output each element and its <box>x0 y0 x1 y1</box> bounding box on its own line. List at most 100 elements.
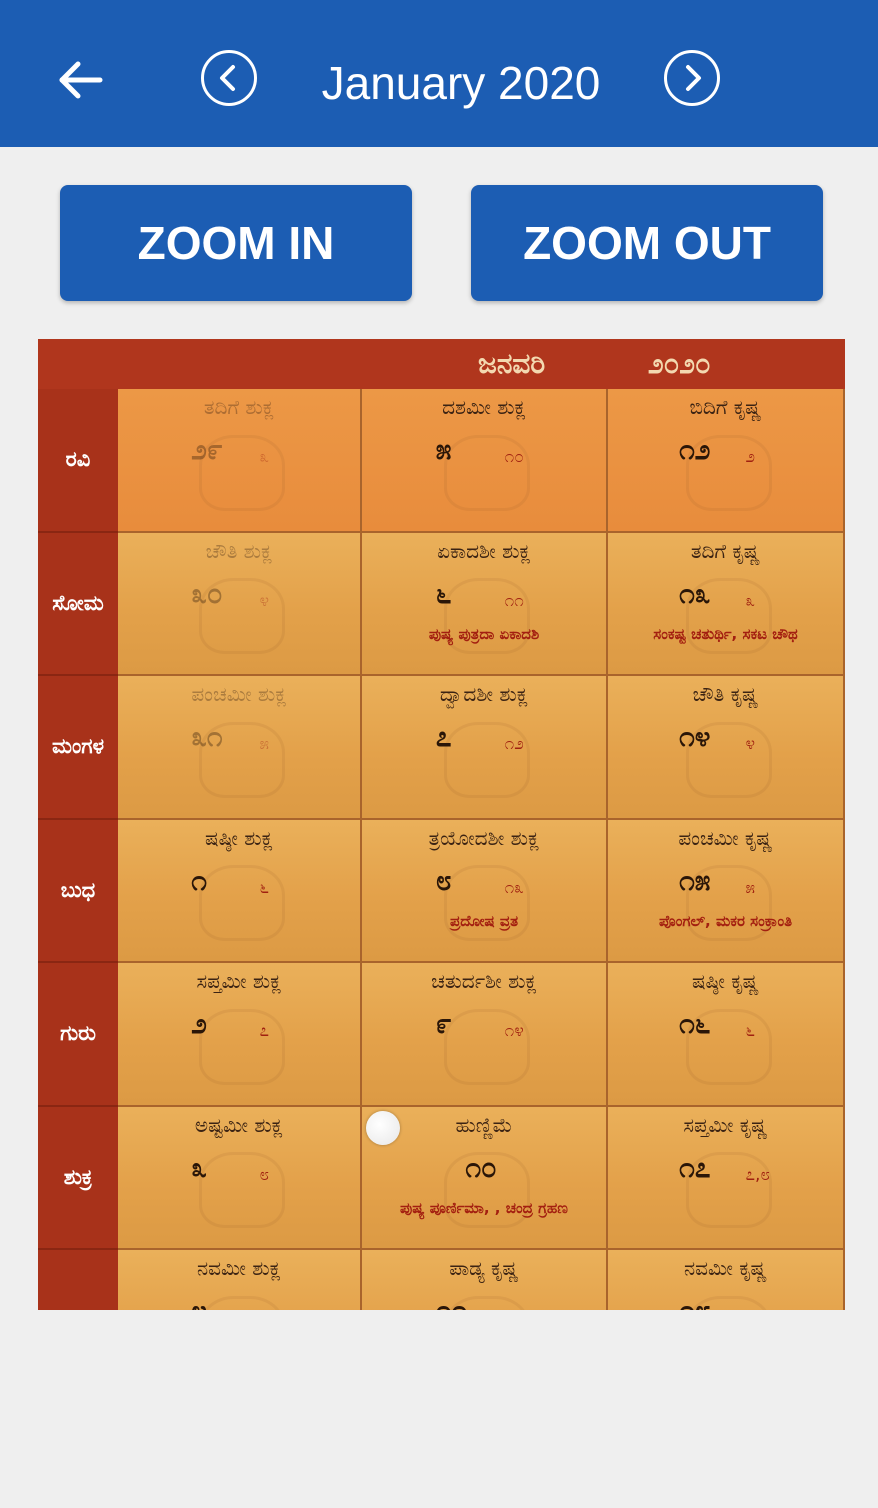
day-cell[interactable]: ಚತುರ್ದಶೀ ಶುಕ್ಲ ೯ ೧೪ <box>362 963 608 1107</box>
back-arrow-icon[interactable] <box>52 52 108 108</box>
day-cell[interactable]: ಏಕಾದಶೀ ಶುಕ್ಲ ೬ ೧೧ ಪುಷ್ಯ ಪುತ್ರದಾ ಏಕಾದಶಿ <box>362 532 608 676</box>
previous-month-button[interactable] <box>201 50 257 106</box>
tithi-label: ಹುಣ್ಣಿಮೆ <box>455 1112 513 1137</box>
weekday-label: ಶನಿ <box>38 1250 118 1310</box>
day-cell[interactable]: ದಶಮೀ ಶುಕ್ಲ ೫ ೧೦ <box>362 389 608 533</box>
hindu-calendar-day: ೧೦ <box>504 447 524 467</box>
date-number: ೧ <box>191 863 207 897</box>
zoom-out-button[interactable]: ZOOM OUT <box>471 185 823 301</box>
date-number: ೯ <box>435 1007 452 1040</box>
tithi-label: ಏಕಾದಶೀ ಶುಕ್ಲ <box>437 538 531 563</box>
date-number: ೧೩ <box>679 576 711 610</box>
next-month-button[interactable] <box>664 50 720 106</box>
full-moon-icon <box>366 1110 400 1145</box>
calendar-header-year: ೨೦೨೦ <box>648 347 711 380</box>
calendar-header-month: ಜನವರಿ <box>478 347 546 380</box>
weekday-label: ರವಿ <box>38 389 118 533</box>
kalasha-watermark-icon <box>444 1008 530 1085</box>
kalasha-watermark-icon <box>199 1152 285 1229</box>
tithi-label: ಚೌತಿ ಶುಕ್ಲ <box>205 538 273 563</box>
date-number: ೧೫ <box>679 863 711 897</box>
day-cell[interactable]: ನವಮೀ ಶುಕ್ಲ ೪ ೯ <box>118 1250 362 1310</box>
date-number: ೪ <box>191 1294 207 1310</box>
kalasha-watermark-icon <box>685 578 772 655</box>
hindu-calendar-day: ೮ <box>259 1164 270 1185</box>
date-number: ೩೦ <box>191 576 223 610</box>
day-cell[interactable]: ಪಾಡ್ಯ ಕೃಷ್ಣ೧೧೧ <box>362 1250 608 1310</box>
tithi-label: ನವಮೀ ಶುಕ್ಲ <box>197 1256 281 1280</box>
hindu-calendar-day: ೫ <box>259 734 270 754</box>
kalasha-watermark-icon <box>199 1008 285 1085</box>
day-cell[interactable]: ತದಿಗೆ ಕೃಷ್ಣ ೧೩ ೩ ಸಂಕಷ್ಟ ಚತುರ್ಥಿ, ಸಕಟ ಚೌಥ <box>608 532 845 676</box>
date-number: ೧೨ <box>679 433 711 466</box>
tithi-label: ಪಂಚಮೀ ಶುಕ್ಲ <box>191 682 287 706</box>
zoom-in-button[interactable]: ZOOM IN <box>60 185 412 301</box>
hindu-calendar-day: ೧೨ <box>504 734 524 754</box>
tithi-label: ಪಾಡ್ಯ ಕೃಷ್ಣ <box>449 1256 519 1280</box>
date-number: ೨ <box>191 1007 207 1040</box>
date-number: ೧೬ <box>679 1007 711 1040</box>
day-cell[interactable]: ಪಂಚಮೀ ಶುಕ್ಲ ೩೧ ೫ <box>118 676 362 820</box>
weekday-label: ಸೋಮ <box>38 532 118 676</box>
weekday-label: ಗುರು <box>38 963 118 1107</box>
tithi-label: ನವಮೀ ಕೃಷ್ಣ <box>684 1256 767 1280</box>
day-cell[interactable]: ಅಷ್ಟಮೀ ಶುಕ್ಲ ೩ ೮ <box>118 1106 362 1250</box>
chevron-right-icon <box>686 65 701 91</box>
tithi-label: ಷಷ್ಠೀ ಕೃಷ್ಣ <box>691 969 760 993</box>
kalasha-watermark-icon <box>685 721 772 798</box>
date-number: ೧೭ <box>679 1150 711 1184</box>
day-cell[interactable]: ಹುಣ್ಣಿಮೆ ೧೦ ಪುಷ್ಯ ಪೂರ್ಣಿಮಾ, , ಚಂದ್ರ ಗ್ರಹಣ <box>362 1106 608 1250</box>
weekday-label: ಶುಕ್ರ <box>38 1106 118 1250</box>
kalasha-watermark-icon <box>685 1008 772 1085</box>
festival-label: ಪೊಂಗಲ್, ಮಕರ ಸಂಕ್ರಾಂತಿ <box>658 911 793 930</box>
day-cell[interactable]: ಷಷ್ಠೀ ಕೃಷ್ಣ ೧೬ ೬ <box>608 963 845 1107</box>
month-title: January 2020 <box>321 57 601 109</box>
hindu-calendar-day: ೧೪ <box>504 1021 524 1041</box>
kalasha-watermark-icon <box>199 1295 285 1310</box>
day-cell[interactable]: ಸಪ್ತಮೀ ಶುಕ್ಲ ೨ ೭ <box>118 963 362 1107</box>
hindu-calendar-day: ೫ <box>745 877 755 898</box>
tithi-label: ಚತುರ್ದಶೀ ಶುಕ್ಲ <box>431 969 537 993</box>
weekday-label: ಬುಧ <box>38 819 118 963</box>
chevron-left-icon <box>220 65 235 91</box>
tithi-label: ಚೌತಿ ಕೃಷ್ಣ <box>692 682 759 706</box>
hindu-calendar-day: ೧೧ <box>504 590 524 611</box>
calendar-grid[interactable]: ಜನವರಿ ೨೦೨೦ ರವಿ ತದಿಗೆ ಶುಕ್ಲ ೨೯ ೩ ದಶಮೀ ಶುಕ್ಲ ೫ ೧… <box>38 339 845 1310</box>
tithi-label: ತದಿಗೆ ಶುಕ್ಲ <box>203 395 275 419</box>
date-number: ೮ <box>435 863 452 897</box>
day-cell[interactable]: ಚೌತಿ ಶುಕ್ಲ ೩೦ ೪ <box>118 532 362 676</box>
kalasha-watermark-icon <box>444 865 530 942</box>
kalasha-watermark-icon <box>444 578 530 655</box>
hindu-calendar-day: ೨ <box>745 447 755 467</box>
festival-label: ಪುಷ್ಯ ಪೂರ್ಣಿಮಾ, , ಚಂದ್ರ ಗ್ರಹಣ <box>400 1198 568 1217</box>
day-cell[interactable]: ನವಮೀ ಕೃಷ್ಣ ೧೮ ೯ <box>608 1250 845 1310</box>
tithi-label: ಬಿದಿಗೆ ಕೃಷ್ಣ <box>689 395 762 419</box>
date-number: ೭ <box>435 720 452 753</box>
day-cell[interactable]: ಸಪ್ತಮೀ ಕೃಷ್ಣ ೧೭ ೭,೮ <box>608 1106 845 1250</box>
day-cell[interactable]: ಚೌತಿ ಕೃಷ್ಣ ೧೪ ೪ <box>608 676 845 820</box>
hindu-calendar-day: ೧ <box>505 1308 515 1310</box>
day-cell[interactable]: ಪಂಚಮೀ ಕೃಷ್ಣ ೧೫ ೫ ಪೊಂಗಲ್, ಮಕರ ಸಂಕ್ರಾಂತಿ <box>608 819 845 963</box>
calendar-header: ಜನವರಿ ೨೦೨೦ <box>38 339 845 389</box>
date-number: ೨೯ <box>191 433 223 466</box>
tithi-label: ಅಷ್ಟಮೀ ಶುಕ್ಲ <box>194 1112 284 1137</box>
date-number: ೧೪ <box>679 720 711 753</box>
day-cell[interactable]: ಬಿದಿಗೆ ಕೃಷ್ಣ ೧೨ ೨ <box>608 389 845 533</box>
kalasha-watermark-icon <box>199 578 285 655</box>
hindu-calendar-day: ೭ <box>259 1021 270 1041</box>
date-number: ೫ <box>435 433 452 466</box>
hindu-calendar-day: ೬ <box>745 1021 755 1041</box>
hindu-calendar-day: ೭,೮ <box>745 1164 770 1185</box>
day-cell[interactable]: ದ್ವಾದಶೀ ಶುಕ್ಲ ೭ ೧೨ <box>362 676 608 820</box>
festival-label: ಪುಷ್ಯ ಪುತ್ರದಾ ಏಕಾದಶಿ <box>428 624 540 643</box>
tithi-label: ದ್ವಾದಶೀ ಶುಕ್ಲ <box>439 682 529 706</box>
day-cell[interactable]: ಷಷ್ಠೀ ಶುಕ್ಲ ೧ ೬ <box>118 819 362 963</box>
weekday-label: ಮಂಗಳ <box>38 676 118 820</box>
kalasha-watermark-icon <box>685 1152 772 1229</box>
kalasha-watermark-icon <box>444 1152 530 1229</box>
day-cell[interactable]: ತ್ರಯೋದಶೀ ಶುಕ್ಲ ೮ ೧೩ ಪ್ರದೋಷ ವ್ರತ <box>362 819 608 963</box>
day-cell[interactable]: ತದಿಗೆ ಶುಕ್ಲ ೨೯ ೩ <box>118 389 362 533</box>
festival-label: ಸಂಕಷ್ಟ ಚತುರ್ಥಿ, ಸಕಟ ಚೌಥ <box>653 624 798 643</box>
tithi-label: ಸಪ್ತಮೀ ಶುಕ್ಲ <box>196 969 282 993</box>
tithi-label: ಪಂಚಮೀ ಕೃಷ್ಣ <box>678 825 773 850</box>
